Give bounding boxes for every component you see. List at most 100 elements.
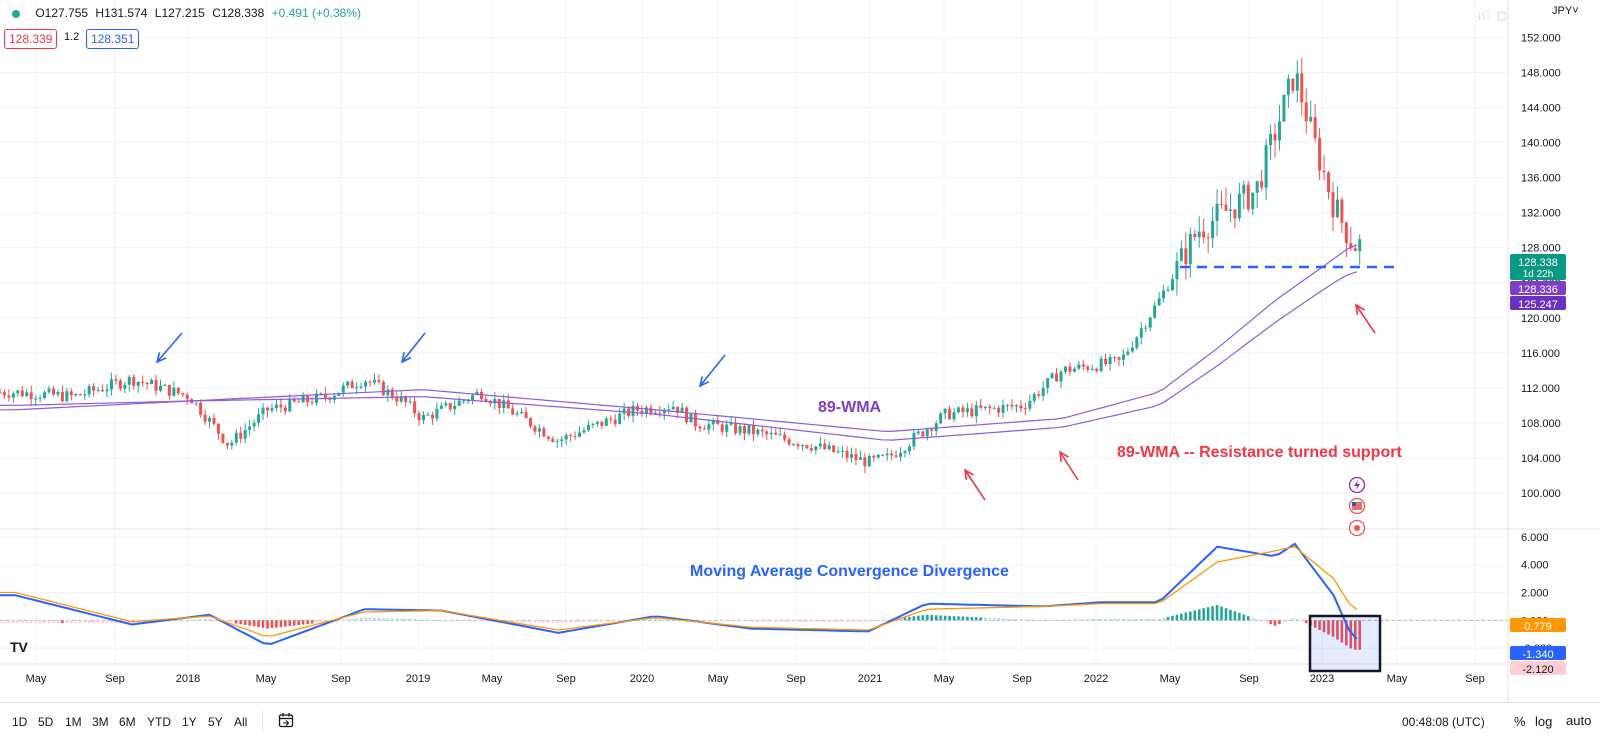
macd-histogram-bar [386, 618, 390, 621]
macd-histogram-bar [881, 619, 885, 621]
candle [1224, 187, 1228, 212]
macd-histogram-bar [1197, 609, 1201, 621]
macd-histogram-bar [288, 620, 292, 627]
timeframe-5d[interactable]: 5D [38, 715, 54, 729]
log-scale-button[interactable]: log [1535, 714, 1553, 729]
candle [1237, 182, 1241, 222]
candle-body [956, 407, 960, 413]
utc-clock[interactable]: 00:48:08 (UTC) [1402, 715, 1485, 729]
macd-histogram-bar [248, 620, 251, 626]
timeframe-5y[interactable]: 5Y [208, 715, 223, 729]
candle-body [0, 392, 2, 394]
ask-price-button[interactable]: 128.351 [86, 29, 140, 49]
macd-histogram-bar [765, 620, 769, 622]
timeframe-3m[interactable]: 3M [92, 715, 109, 729]
annotation-arrow-head [1059, 450, 1069, 462]
macd-histogram-bar [1006, 618, 1009, 621]
macd-histogram-bar [1313, 620, 1317, 628]
macd-histogram-bar [1358, 620, 1362, 650]
candle [1331, 182, 1335, 232]
timeframe-ytd[interactable]: YTD [147, 715, 171, 729]
candle [997, 405, 1001, 418]
macd-histogram-bar [266, 620, 269, 629]
macd-histogram-bar [1345, 620, 1348, 646]
candle [636, 402, 640, 417]
macd-histogram-bar [408, 619, 412, 621]
percent-scale-button[interactable]: % [1514, 714, 1526, 729]
macd-histogram-bar [1055, 619, 1058, 621]
macd-annotation: Moving Average Convergence Divergence [690, 563, 1009, 580]
auto-scale-button[interactable]: auto [1566, 713, 1592, 728]
annotation-arrow-head [1354, 303, 1366, 316]
candle-body [872, 455, 876, 458]
candle [328, 396, 332, 404]
candle-body [1059, 371, 1063, 382]
candle [74, 393, 78, 397]
candle [1055, 367, 1059, 382]
annotation-arrow [156, 332, 183, 363]
candle-body [863, 457, 867, 467]
timeframe-1m[interactable]: 1M [65, 715, 82, 729]
candle [199, 399, 203, 418]
candle-body [448, 403, 452, 410]
candle-body [292, 398, 296, 402]
timeframe-1d[interactable]: 1D [12, 715, 28, 729]
macd-histogram-bar [1108, 618, 1112, 621]
candle-body [1184, 248, 1188, 265]
macd-histogram-bar [988, 617, 991, 621]
candle [1344, 221, 1348, 258]
macd-histogram-bar [1171, 615, 1174, 621]
calendar-icon[interactable] [278, 712, 294, 728]
main-price-pane[interactable] [0, 58, 1362, 474]
candle [439, 402, 443, 410]
candle-body [1202, 231, 1206, 238]
candle-body [422, 415, 426, 421]
time-tick-label: 2022 [1084, 673, 1108, 685]
macd-histogram-bar [747, 620, 751, 622]
candle [118, 378, 122, 392]
macd-histogram-bar [885, 619, 889, 621]
candle-body [1344, 222, 1348, 244]
candle-body [725, 424, 729, 432]
candle-body [988, 406, 992, 409]
wma-upper-badge-bg [1510, 281, 1566, 295]
last-price-badge-bg [1510, 254, 1566, 280]
candle [105, 384, 109, 398]
candle-body [1233, 209, 1237, 219]
macd-histogram-bar [1117, 618, 1121, 621]
macd-histogram-bar [475, 620, 479, 622]
macd-histogram-bar [1104, 618, 1107, 621]
macd-histogram-bar [1113, 618, 1116, 621]
candle [1260, 169, 1264, 192]
macd-histogram-bar [1064, 619, 1067, 621]
timeframe-all[interactable]: All [234, 715, 248, 729]
timeframe-1y[interactable]: 1Y [182, 715, 197, 729]
candle [890, 449, 894, 461]
macd-histogram-bar [1340, 620, 1344, 643]
candle [1220, 190, 1224, 209]
candle [1318, 128, 1322, 180]
macd-histogram-bar [1282, 620, 1286, 623]
candle [1228, 193, 1232, 223]
candle-body [1331, 192, 1335, 218]
macd-histogram-bar [868, 620, 871, 622]
macd-histogram-bar [3, 620, 6, 624]
pane-controls[interactable]: ↓⃞▢ [1477, 10, 1514, 22]
candle [1108, 353, 1112, 372]
macd-pane[interactable] [0, 542, 1362, 650]
macd-histogram-bar [930, 615, 934, 621]
currency-selector[interactable]: JPY˅ [1552, 5, 1579, 17]
macd-histogram-bar [645, 619, 648, 621]
bid-price-button[interactable]: 128.339 [4, 29, 58, 49]
candle [1162, 284, 1166, 303]
timeframe-6m[interactable]: 6M [119, 715, 136, 729]
time-tick-label: Sep [1465, 673, 1485, 685]
market-status-icon [12, 9, 20, 18]
candle [154, 375, 158, 396]
bottom-toolbar: 1D 5D 1M 3M 6M YTD 1Y 5Y All 00:48:08 (U… [0, 702, 1600, 741]
candle [136, 381, 140, 393]
candle-body [1206, 237, 1210, 239]
macd-histogram-bar [542, 620, 546, 623]
macd-histogram-bar [16, 620, 20, 624]
